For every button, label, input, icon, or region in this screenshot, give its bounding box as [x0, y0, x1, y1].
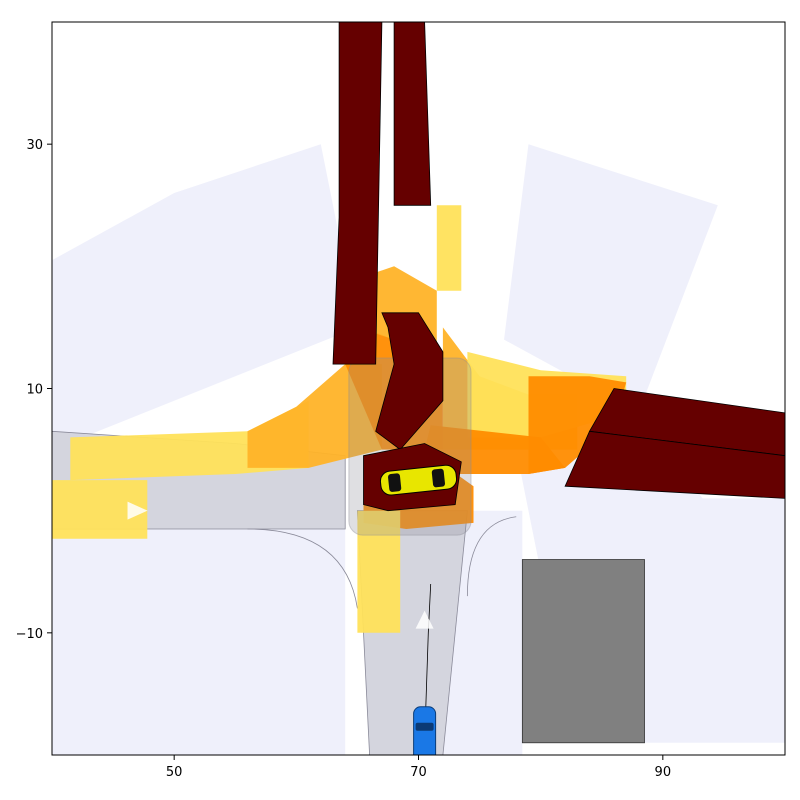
fov-lower-mid: [442, 510, 523, 755]
x-axis: 50 70 90: [166, 755, 671, 780]
lane-edge-curve: [247, 528, 358, 609]
y-axis: 30 10 −10: [16, 138, 52, 642]
direction-marker: [127, 501, 148, 520]
sensor-fov-layer: [52, 144, 785, 755]
x-tick-label: 70: [410, 765, 427, 780]
north-lane-right: [381, 22, 432, 206]
fov-north-west: [52, 144, 358, 450]
x-tick-label: 50: [166, 765, 183, 780]
y-tick-label: 30: [26, 138, 43, 153]
occupancy-cell-high: [528, 376, 627, 474]
ego-vehicle-windshield: [415, 722, 434, 731]
occupancy-cell-low: [436, 205, 462, 291]
objects-layer: [127, 464, 645, 755]
fov-north-east: [504, 144, 718, 413]
other-vehicle: [379, 464, 458, 496]
plot-area: [52, 22, 785, 755]
occupied-region-layer: [332, 22, 785, 512]
east-lane-lower: [564, 430, 785, 499]
ego-trajectory: [424, 583, 432, 743]
occupancy-cell-mid: [247, 364, 382, 468]
occupancy-cell-low: [52, 480, 148, 539]
y-tick-label: −10: [16, 627, 43, 642]
direction-marker: [415, 610, 434, 629]
ego-vehicle-body: [413, 706, 437, 755]
east-lane-upper: [588, 388, 785, 457]
other-vehicle-rear-window: [388, 473, 402, 492]
occupancy-cell-low: [357, 510, 401, 633]
ego-vehicle: [413, 706, 437, 755]
lane-edge-curve: [466, 516, 517, 597]
x-tick-label: 90: [655, 765, 672, 780]
north-lane-left: [332, 22, 383, 365]
other-vehicle-windshield: [431, 468, 446, 488]
static-obstacle: [521, 559, 645, 744]
y-tick-label: 10: [26, 383, 43, 398]
